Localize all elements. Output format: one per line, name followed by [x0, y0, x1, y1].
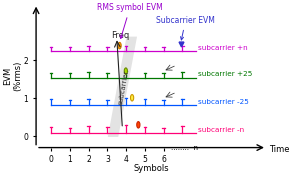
Text: subcarrier +n: subcarrier +n	[198, 45, 248, 51]
Circle shape	[137, 122, 140, 128]
Text: Freq: Freq	[111, 31, 130, 40]
Text: Subcarrier EVM: Subcarrier EVM	[156, 16, 215, 40]
Text: subcarrier +25: subcarrier +25	[198, 71, 253, 77]
Text: ........  n: ........ n	[171, 144, 198, 150]
Y-axis label: EVM
(%rms): EVM (%rms)	[3, 60, 22, 91]
Text: subcarrier -n: subcarrier -n	[198, 127, 244, 133]
Circle shape	[131, 95, 134, 101]
Text: RMS symbol EVM: RMS symbol EVM	[97, 3, 163, 39]
Text: subcarrier: subcarrier	[117, 70, 129, 105]
Text: Time: Time	[269, 145, 289, 154]
Text: subcarrier -25: subcarrier -25	[198, 99, 249, 105]
Polygon shape	[108, 37, 137, 137]
X-axis label: Symbols: Symbols	[134, 164, 169, 173]
Circle shape	[124, 68, 127, 74]
Circle shape	[118, 42, 121, 49]
